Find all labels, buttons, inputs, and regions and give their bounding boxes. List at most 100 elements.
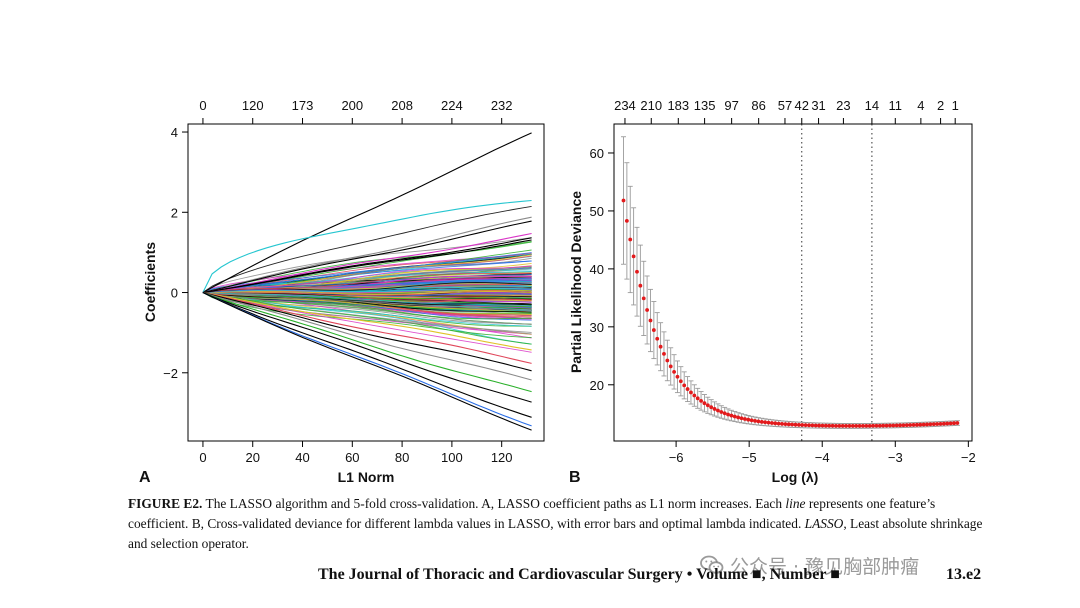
- panel-b-y-axis: 20 30 40 50 60: [590, 146, 614, 393]
- panel-a-letter: A: [139, 469, 151, 486]
- panel-a-plot-frame: [187, 123, 545, 442]
- top-tick-label: 135: [694, 98, 716, 113]
- deviance-point: [908, 423, 913, 427]
- deviance-point: [803, 423, 808, 428]
- x-tick-label: −2: [961, 450, 976, 465]
- deviance-point: [746, 417, 751, 422]
- deviance-point: [918, 422, 923, 427]
- deviance-point: [726, 412, 730, 417]
- deviance-point: [729, 413, 734, 418]
- coefficient-path: [202, 292, 532, 325]
- deviance-point: [628, 237, 633, 242]
- deviance-point: [712, 407, 717, 411]
- deviance-point: [678, 379, 683, 384]
- coefficient-path: [202, 292, 532, 353]
- deviance-point: [753, 418, 757, 423]
- y-tick-label: 2: [171, 205, 178, 220]
- caption-text-1: The LASSO algorithm and 5-fold cross-val…: [202, 496, 786, 511]
- x-tick-label: −6: [669, 450, 684, 465]
- deviance-point: [736, 415, 741, 420]
- x-tick-label: 100: [441, 450, 463, 465]
- top-tick-label: 210: [640, 98, 662, 113]
- top-tick-label: 4: [917, 98, 924, 113]
- top-tick-label: 97: [724, 98, 738, 113]
- deviance-point: [884, 423, 889, 428]
- deviance-point: [759, 419, 764, 424]
- coefficient-path-extreme: [202, 292, 532, 431]
- deviance-point: [888, 423, 892, 428]
- y-tick-label: 60: [590, 146, 604, 161]
- page-number: 13.e2: [946, 566, 982, 583]
- deviance-point: [928, 422, 933, 427]
- deviance-point: [655, 336, 660, 341]
- top-tick-label: 0: [199, 98, 206, 113]
- deviance-point: [823, 423, 828, 428]
- panel-b-letter: B: [569, 469, 581, 486]
- panel-b-x-axis-title: Log (λ): [772, 469, 819, 485]
- deviance-point: [864, 423, 869, 428]
- deviance-point: [732, 414, 737, 419]
- caption-italic-lasso: LASSO: [804, 516, 844, 531]
- watermark: 公众号 · 豫见胸部肿瘤: [700, 552, 919, 578]
- deviance-point: [935, 422, 940, 426]
- deviance-point: [877, 423, 882, 428]
- deviance-point: [692, 393, 697, 398]
- panel-a-top-axis: 0 120 173 200 208 224 232: [199, 98, 513, 124]
- coefficient-path-extreme: [202, 199, 532, 293]
- y-tick-label: 0: [171, 286, 178, 301]
- deviance-points: [621, 198, 960, 428]
- deviance-point: [830, 423, 835, 428]
- x-tick-label: 40: [295, 450, 309, 465]
- coefficient-path: [202, 292, 532, 313]
- deviance-point: [894, 423, 899, 428]
- wechat-icon: [700, 555, 724, 574]
- deviance-point: [682, 383, 687, 388]
- deviance-point: [769, 421, 774, 425]
- deviance-point: [766, 420, 771, 425]
- deviance-point: [810, 423, 815, 428]
- x-tick-label: 0: [199, 450, 206, 465]
- top-tick-label: 31: [811, 98, 825, 113]
- coefficient-path-extreme: [202, 132, 532, 293]
- deviance-point: [776, 421, 781, 426]
- panel-a-y-axis: −2 0 2 4: [163, 125, 188, 381]
- deviance-point: [945, 421, 950, 426]
- top-tick-label: 183: [667, 98, 689, 113]
- caption-text-3: , Least absolute shrinkage and selection…: [128, 516, 983, 551]
- deviance-point: [921, 422, 926, 427]
- deviance-point: [668, 364, 673, 369]
- deviance-point: [854, 424, 859, 428]
- deviance-point: [796, 422, 801, 427]
- x-tick-label: 80: [395, 450, 409, 465]
- deviance-point: [699, 398, 703, 403]
- deviance-point: [847, 424, 852, 428]
- y-tick-label: 20: [590, 378, 604, 393]
- deviance-point: [645, 308, 650, 312]
- deviance-point: [955, 421, 960, 425]
- coefficient-path-extreme: [202, 291, 532, 381]
- deviance-point: [793, 422, 798, 427]
- y-tick-label: −2: [163, 366, 178, 381]
- coefficient-path: [202, 292, 532, 345]
- coefficient-paths: [202, 132, 532, 431]
- deviance-point: [931, 422, 936, 427]
- top-tick-label: 23: [836, 98, 850, 113]
- y-tick-label: 4: [171, 125, 178, 140]
- coefficient-path-extreme: [202, 216, 532, 294]
- deviance-point: [773, 421, 778, 426]
- caption-label: FIGURE E2.: [128, 496, 203, 511]
- deviance-point: [813, 423, 818, 428]
- deviance-point: [716, 408, 720, 413]
- x-tick-label: −4: [815, 450, 830, 465]
- deviance-point: [631, 254, 636, 259]
- deviance-point: [743, 417, 747, 421]
- deviance-point: [641, 296, 646, 301]
- panel-b-x-axis: −6 −5 −4 −3 −2: [669, 441, 976, 465]
- journal-footer: The Journal of Thoracic and Cardiovascul…: [318, 566, 840, 583]
- deviance-point: [904, 423, 909, 428]
- deviance-point: [709, 405, 714, 410]
- panel-b-top-axis: 234 210 183 135 97 86 57 42 31 23 14 11 4 2 1: [614, 98, 959, 124]
- deviance-point: [827, 423, 832, 428]
- deviance-point: [635, 269, 639, 274]
